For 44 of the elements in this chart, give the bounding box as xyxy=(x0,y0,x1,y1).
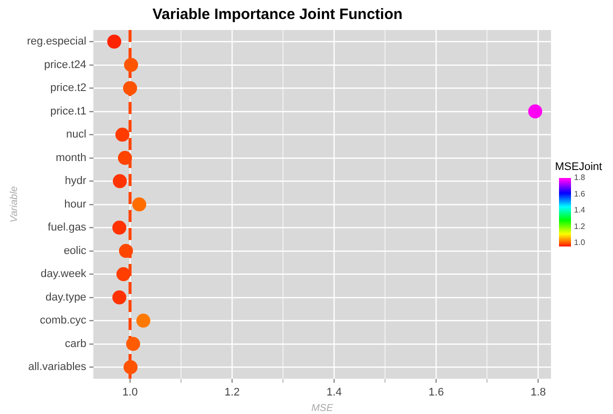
point xyxy=(112,220,126,235)
point xyxy=(132,197,146,212)
x-tick-label: 1.6 xyxy=(428,386,444,398)
point xyxy=(112,290,126,304)
point xyxy=(124,360,138,374)
point xyxy=(118,244,133,258)
x-tick-label: 1.2 xyxy=(224,386,240,398)
y-tick-label: price.t24 xyxy=(44,58,86,71)
y-tick-label: comb.cyc xyxy=(40,314,87,327)
y-tick-label: day.week xyxy=(40,268,87,280)
point xyxy=(118,150,132,165)
point xyxy=(136,314,150,328)
y-tick-label: hour xyxy=(64,198,87,210)
y-tick-label: reg.especial xyxy=(26,36,86,48)
point xyxy=(116,267,130,282)
y-tick-label: price.t1 xyxy=(50,105,86,118)
y-axis-title: Variable xyxy=(8,186,20,223)
point xyxy=(107,34,122,49)
point xyxy=(115,128,130,142)
y-tick-label: all.variables xyxy=(28,361,87,374)
color-bar-label: 1.0 xyxy=(574,238,586,247)
y-tick-label: eolic xyxy=(64,244,87,257)
y-tick-label: day.type xyxy=(46,291,86,304)
y-tick-label: fuel.gas xyxy=(48,222,87,234)
y-tick-label: hydr xyxy=(64,175,87,188)
color-bar-label: 1.4 xyxy=(574,206,586,215)
x-tick-label: 1.4 xyxy=(326,386,342,398)
color-bar-label: 1.2 xyxy=(574,222,586,231)
point xyxy=(124,58,138,72)
point xyxy=(126,336,140,351)
x-tick-label: 1.8 xyxy=(530,386,546,398)
color-bar-label: 1.6 xyxy=(574,189,586,198)
y-tick-label: nucl xyxy=(66,128,86,141)
y-tick-label: price.t2 xyxy=(50,82,86,94)
y-tick-label: month xyxy=(56,152,86,164)
point xyxy=(123,81,138,96)
color-bar-title: MSEJoint xyxy=(555,161,602,173)
point xyxy=(112,174,127,188)
color-bar-label: 1.8 xyxy=(574,173,586,182)
y-tick-label: carb xyxy=(64,338,86,350)
x-axis-title: MSE xyxy=(311,402,334,414)
x-tick-label: 1.0 xyxy=(122,386,138,398)
point xyxy=(528,104,542,118)
chart-title: Variable Importance Joint Function xyxy=(152,6,403,24)
